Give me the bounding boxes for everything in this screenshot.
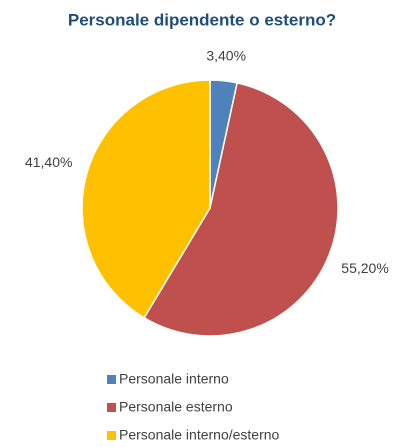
pie-slice (143, 82, 339, 337)
legend-swatch (107, 431, 116, 440)
legend-swatch (107, 375, 116, 384)
legend-label: Personale interno (119, 371, 229, 387)
chart-title: Personale dipendente o esterno? (68, 10, 336, 29)
pie-slice (81, 79, 211, 319)
data-label: 3,40% (206, 48, 246, 64)
data-label: 41,40% (25, 154, 72, 170)
legend-label: Personale interno/esterno (119, 427, 280, 443)
data-label: 55,20% (341, 260, 388, 276)
legend-swatch (107, 403, 116, 412)
legend-label: Personale esterno (119, 399, 233, 415)
